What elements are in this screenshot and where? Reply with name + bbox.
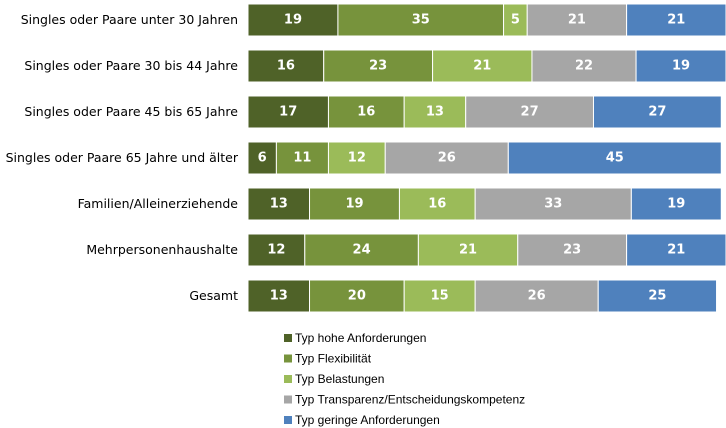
bar-segment xyxy=(398,187,476,221)
legend-swatch xyxy=(284,395,292,404)
category-label: Singles oder Paare unter 30 Jahren xyxy=(20,12,238,27)
legend-label: Typ Flexibilität xyxy=(295,352,372,366)
value-label: 27 xyxy=(648,105,666,120)
value-label: 12 xyxy=(348,151,366,166)
legend-label: Typ geringe Anforderungen xyxy=(295,413,440,427)
value-label: 25 xyxy=(648,289,666,304)
bar-segment xyxy=(247,279,311,313)
bar-segment xyxy=(626,233,726,267)
legend-label: Typ Belastungen xyxy=(295,372,384,386)
value-label: 16 xyxy=(277,59,295,74)
bar-segment xyxy=(635,49,726,83)
value-label: 13 xyxy=(426,105,444,120)
value-label: 13 xyxy=(270,289,288,304)
legend-label: Typ Transparenz/Entscheidungskompetenz xyxy=(295,393,525,407)
category-label: Gesamt xyxy=(189,288,238,303)
value-label: 5 xyxy=(511,13,520,28)
value-label: 35 xyxy=(412,13,430,28)
bar-segment xyxy=(465,95,594,129)
value-label: 22 xyxy=(575,59,593,74)
value-label: 26 xyxy=(438,151,456,166)
bar-segment xyxy=(384,141,509,175)
value-label: 19 xyxy=(284,13,302,28)
value-label: 15 xyxy=(431,289,449,304)
bar-segment xyxy=(507,141,722,175)
value-label: 27 xyxy=(521,105,539,120)
category-label: Familien/Alleinerziehende xyxy=(77,196,238,211)
bar-segment xyxy=(247,233,306,267)
legend-swatch xyxy=(284,375,292,383)
bar-segment xyxy=(597,279,718,313)
bar-segment xyxy=(247,3,339,37)
value-label: 21 xyxy=(568,13,586,28)
bar-segment xyxy=(327,95,405,129)
value-label: 20 xyxy=(348,289,366,304)
bar-segment xyxy=(403,279,476,313)
bar-segment xyxy=(517,233,628,267)
value-label: 6 xyxy=(258,151,267,166)
bar-segment xyxy=(592,95,722,129)
value-label: 11 xyxy=(293,151,311,166)
bar-segment xyxy=(417,233,519,267)
value-label: 19 xyxy=(672,59,690,74)
value-label: 16 xyxy=(428,197,446,212)
value-label: 16 xyxy=(357,105,375,120)
value-label: 33 xyxy=(544,197,562,212)
legend-swatch xyxy=(284,354,292,363)
value-label: 19 xyxy=(345,197,363,212)
legend-swatch xyxy=(284,334,292,342)
value-label: 21 xyxy=(473,59,491,74)
bar-segment xyxy=(337,3,505,37)
category-label: Singles oder Paare 65 Jahre und älter xyxy=(5,150,238,165)
legend-label: Typ hohe Anforderungen xyxy=(295,331,426,345)
bar-segment xyxy=(327,141,386,175)
category-label: Singles oder Paare 30 bis 44 Jahre xyxy=(24,58,238,73)
bar-segment xyxy=(304,233,419,267)
bar-segment xyxy=(630,187,722,221)
bar-segment xyxy=(626,3,726,37)
value-label: 45 xyxy=(606,151,624,166)
bar-segment xyxy=(474,187,632,221)
category-label: Singles oder Paare 45 bis 65 Jahre xyxy=(24,104,238,119)
value-label: 21 xyxy=(459,243,477,258)
bar-segment xyxy=(526,3,628,37)
value-label: 19 xyxy=(667,197,685,212)
value-label: 23 xyxy=(563,243,581,258)
bar-segment xyxy=(309,187,400,221)
bar-segment xyxy=(432,49,533,83)
bar-segment xyxy=(247,187,311,221)
value-label: 21 xyxy=(667,13,685,28)
bar-segment xyxy=(403,95,467,129)
value-label: 23 xyxy=(369,59,387,74)
value-label: 17 xyxy=(279,105,297,120)
category-label: Mehrpersonenhaushalte xyxy=(86,242,238,257)
bar-segment xyxy=(474,279,599,313)
value-label: 24 xyxy=(353,243,371,258)
value-label: 13 xyxy=(270,197,288,212)
bar-segment xyxy=(247,141,277,175)
value-label: 26 xyxy=(528,289,546,304)
value-label: 21 xyxy=(667,243,685,258)
legend-swatch xyxy=(284,416,292,424)
bar-segment xyxy=(531,49,637,83)
bar-segment xyxy=(309,279,405,313)
value-label: 12 xyxy=(267,243,285,258)
